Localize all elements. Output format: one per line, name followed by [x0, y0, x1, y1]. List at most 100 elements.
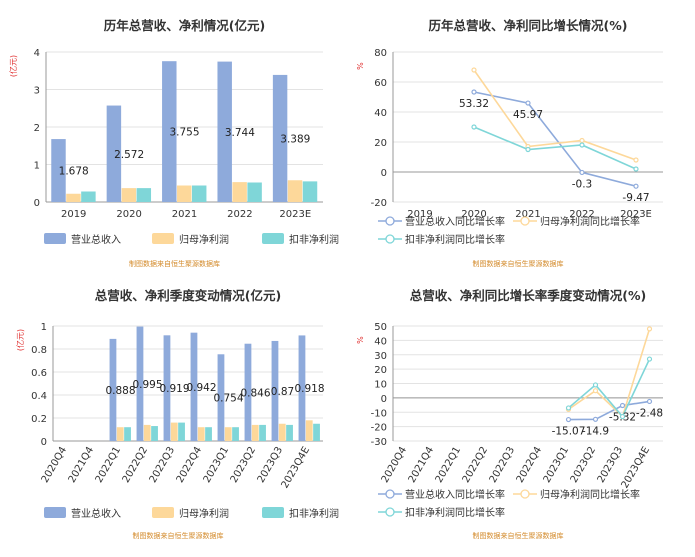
data-label: 2.572 — [114, 149, 144, 161]
bar — [197, 427, 205, 441]
y-tick-label: 0.6 — [31, 368, 47, 379]
bar — [177, 185, 192, 202]
legend-item[interactable]: 营业总收入同比增长率 — [378, 488, 505, 501]
legend-swatch — [152, 507, 174, 518]
x-tick-label: 2023Q4E — [620, 445, 653, 490]
legend-swatch — [262, 233, 284, 244]
data-label: 1.678 — [59, 166, 89, 178]
source-note: 制图数据来自恒生聚源数据库 — [473, 531, 564, 540]
unit-label: % — [356, 336, 365, 344]
legend-label: 归母净利润 — [179, 233, 229, 246]
legend-item[interactable]: 归母净利润 — [152, 233, 229, 246]
bar — [298, 335, 306, 441]
legend-item[interactable]: 归母净利润 — [152, 507, 229, 520]
legend-item[interactable]: 扣非净利润 — [262, 507, 339, 520]
x-tick-label: 2022Q2 — [121, 445, 150, 485]
legend-swatch — [152, 233, 174, 244]
chart-title: 总营收、净利同比增长率季度变动情况(%) — [410, 288, 646, 303]
bar — [116, 427, 124, 441]
bar — [271, 340, 279, 441]
chart-panel-1: 历年总营收、净利情况(亿元) (亿元) 0 1 2 3 4 2019 2020 2021 2022 2… — [8, 18, 339, 268]
data-label: 53.32 — [459, 98, 489, 110]
x-tick-label: 2020 — [116, 209, 141, 220]
bar — [244, 343, 252, 441]
legend-item[interactable]: 归母净利润同比增长率 — [513, 488, 640, 501]
y-tick-label: 1 — [41, 322, 47, 333]
x-tick-label: 2022Q1 — [434, 445, 463, 485]
chart-panel-2: 历年总营收、净利同比增长情况(%)% -20 0 20 40 60 80 2019 2020 20… — [356, 18, 663, 268]
legend-label: 营业总收入 — [71, 507, 121, 520]
data-label: 3.744 — [225, 127, 255, 139]
line-point — [471, 124, 477, 130]
x-tick-label: 2022 — [227, 209, 252, 220]
x-tick-label: 2023Q4E — [280, 445, 313, 490]
legend-label: 扣非净利润 — [289, 233, 339, 246]
y-tick-label: 40 — [374, 108, 387, 119]
bar — [305, 420, 313, 441]
data-label: 45.97 — [513, 109, 543, 121]
y-tick-label: 0 — [34, 198, 40, 209]
x-tick-label: 2022 — [569, 209, 594, 220]
bar — [162, 61, 177, 202]
line-point — [592, 382, 599, 388]
x-tick-label: 2023Q1 — [542, 445, 571, 485]
y-tick-label: 0.8 — [31, 345, 47, 356]
data-label: -2.48 — [636, 407, 663, 419]
chart-panel-4: 总营收、净利同比增长率季度变动情况(%)% -30 -20 -10 0 10 20 30 40 5… — [356, 288, 663, 540]
x-tick-label: 2023Q3 — [596, 445, 625, 485]
data-label: 0.919 — [159, 383, 189, 395]
data-label: 3.389 — [280, 133, 310, 145]
y-tick-label: 20 — [374, 138, 387, 149]
legend-item[interactable]: 扣非净利润 — [262, 233, 339, 246]
data-label: 0.846 — [240, 387, 270, 399]
legend-label: 营业总收入同比增长率 — [405, 488, 505, 501]
line-point — [592, 388, 599, 394]
bar — [247, 182, 262, 202]
chart-title: 历年总营收、净利同比增长情况(%) — [429, 18, 628, 33]
legend-item[interactable]: 营业总收入同比增长率 — [378, 215, 505, 228]
y-tick-label: 30 — [374, 351, 387, 362]
legend-label: 归母净利润 — [179, 507, 229, 520]
data-label: 0.888 — [105, 385, 135, 397]
legend-item[interactable]: 营业总收入 — [44, 507, 121, 520]
y-tick-label: 80 — [374, 48, 387, 59]
legend-swatch — [44, 233, 66, 244]
data-label: -9.47 — [622, 192, 649, 204]
y-tick-label: 1 — [34, 161, 40, 172]
bar — [224, 427, 232, 441]
line-point — [471, 89, 477, 95]
legend-marker — [385, 216, 395, 226]
x-tick-label: 2020Q4 — [40, 445, 69, 485]
bar — [286, 424, 293, 441]
legend-label: 扣非净利润 — [289, 507, 339, 520]
legend-item[interactable]: 营业总收入 — [44, 233, 121, 246]
legend-item[interactable]: 扣非净利润同比增长率 — [378, 233, 505, 246]
bar — [259, 424, 266, 441]
legend-label: 归母净利润同比增长率 — [540, 215, 640, 228]
y-tick-label: -10 — [371, 408, 387, 419]
x-tick-label: 2022Q1 — [94, 445, 123, 485]
y-tick-label: -20 — [371, 198, 387, 209]
x-tick-label: 2023E — [620, 209, 652, 220]
bar — [272, 74, 288, 202]
line-point — [646, 398, 653, 405]
data-label: 0.754 — [213, 393, 243, 405]
bar — [217, 61, 232, 202]
y-tick-label: 0.2 — [31, 414, 47, 425]
x-tick-label: 2022Q3 — [148, 445, 177, 485]
line-point — [592, 416, 599, 422]
legend-item[interactable]: 归母净利润同比增长率 — [513, 215, 640, 228]
y-tick-label: 0.4 — [31, 391, 47, 402]
bar — [302, 181, 318, 202]
line-point — [579, 142, 585, 148]
x-tick-label: 2020 — [461, 209, 486, 220]
legend-item[interactable]: 扣非净利润同比增长率 — [378, 506, 505, 519]
legend-marker — [385, 507, 395, 517]
x-tick-label: 2021Q4 — [67, 445, 96, 485]
source-note: 制图数据来自恒生聚源数据库 — [473, 259, 564, 268]
y-tick-label: 4 — [34, 48, 40, 59]
chart-title: 总营收、净利季度变动情况(亿元) — [95, 288, 281, 303]
legend-marker — [385, 489, 395, 499]
bar — [313, 423, 320, 441]
x-tick-label: 2023Q2 — [229, 445, 258, 485]
